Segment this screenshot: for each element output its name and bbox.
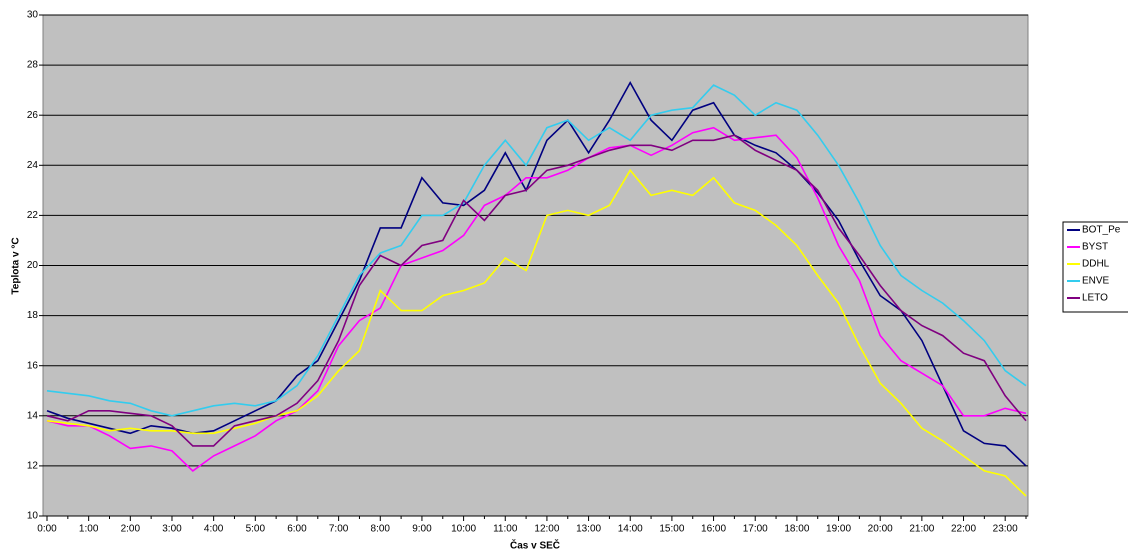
x-tick-label: 7:00 bbox=[329, 524, 349, 535]
y-tick-label: 20 bbox=[27, 260, 39, 271]
y-tick-label: 12 bbox=[27, 461, 39, 472]
y-tick-label: 22 bbox=[27, 210, 39, 221]
x-tick-label: 6:00 bbox=[287, 524, 307, 535]
y-tick-label: 26 bbox=[27, 110, 39, 121]
x-tick-label: 16:00 bbox=[701, 524, 726, 535]
x-tick-label: 14:00 bbox=[618, 524, 643, 535]
y-tick-label: 24 bbox=[27, 160, 39, 171]
x-tick-label: 5:00 bbox=[246, 524, 266, 535]
legend-label: DDHL bbox=[1082, 259, 1110, 270]
x-tick-label: 18:00 bbox=[784, 524, 809, 535]
y-tick-label: 14 bbox=[27, 410, 39, 421]
x-tick-label: 10:00 bbox=[451, 524, 476, 535]
x-tick-label: 4:00 bbox=[204, 524, 224, 535]
x-tick-label: 12:00 bbox=[534, 524, 559, 535]
series-line bbox=[46, 134, 1027, 447]
x-tick-label: 19:00 bbox=[826, 524, 851, 535]
legend-label: BOT_Pe bbox=[1082, 225, 1121, 236]
series-line bbox=[46, 80, 1027, 467]
x-tick-label: 2:00 bbox=[121, 524, 141, 535]
series-line bbox=[46, 168, 1027, 497]
x-tick-label: 13:00 bbox=[576, 524, 601, 535]
x-tick-label: 1:00 bbox=[79, 524, 99, 535]
series-line bbox=[46, 126, 1027, 472]
legend-label: ENVE bbox=[1082, 276, 1110, 287]
y-tick-label: 18 bbox=[27, 310, 39, 321]
legend-label: BYST bbox=[1082, 242, 1108, 253]
x-tick-label: 11:00 bbox=[493, 524, 518, 535]
x-tick-label: 9:00 bbox=[412, 524, 432, 535]
x-tick-label: 8:00 bbox=[371, 524, 391, 535]
x-tick-label: 0:00 bbox=[37, 524, 57, 535]
legend-label: LETO bbox=[1082, 293, 1108, 304]
x-tick-label: 22:00 bbox=[951, 524, 976, 535]
y-axis-title: Teplota v °C bbox=[11, 237, 22, 294]
x-tick-label: 3:00 bbox=[162, 524, 182, 535]
y-tick-label: 30 bbox=[27, 10, 39, 21]
y-tick-label: 28 bbox=[27, 60, 39, 71]
x-axis-title: Čas v SEČ bbox=[510, 539, 560, 552]
series-line bbox=[46, 84, 1027, 417]
x-tick-label: 17:00 bbox=[743, 524, 768, 535]
x-tick-label: 15:00 bbox=[659, 524, 684, 535]
y-tick-label: 10 bbox=[27, 511, 39, 522]
x-tick-label: 23:00 bbox=[993, 524, 1018, 535]
y-tick-label: 16 bbox=[27, 360, 39, 371]
x-tick-label: 20:00 bbox=[868, 524, 893, 535]
x-tick-label: 21:00 bbox=[909, 524, 934, 535]
